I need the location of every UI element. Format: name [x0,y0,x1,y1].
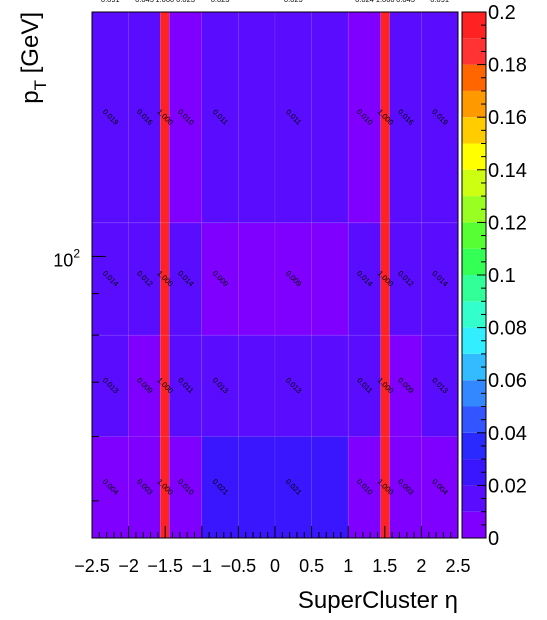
x-tick-label: −2 [118,556,139,576]
x-axis-title: SuperCluster η [298,587,458,614]
x-tick-label: 1 [343,556,353,576]
cell-value-label: 0.023 [211,0,230,4]
x-tick-label: 2 [416,556,426,576]
cell-value-label: 0.091 [430,0,449,4]
heatmap-cell [274,11,312,224]
heatmap-cell [168,334,203,437]
z-tick-label: 0.06 [488,370,527,392]
heatmap-cell [91,222,129,336]
heatmap-cell [201,334,239,437]
y-axis-title: pT [GeV] [17,12,50,104]
z-tick-label: 0.2 [488,2,516,24]
x-tick-label: −1 [192,556,213,576]
heatmap-cell [128,436,161,539]
heatmap-cell [168,222,203,336]
y-tick-label-exponent: 2 [73,246,80,260]
z-tick-label: 0.04 [488,423,527,445]
heatmap-cell [421,436,459,539]
heatmap-cell [274,436,312,539]
heatmap-cell [347,334,382,437]
cell-value-label: 1.000 [155,0,174,4]
heatmap-cell [201,222,239,336]
cell-value-label: 1.000 [376,0,395,4]
heatmap-cell [311,222,349,336]
z-tick-label: 0.18 [488,55,527,77]
x-tick-label: −0.5 [221,556,257,576]
cell-value-label: 0.024 [355,0,374,4]
heatmap-cell [421,334,459,437]
heatmap-cell [128,222,161,336]
heatmap-cell [389,436,422,539]
heatmap-cell [347,436,382,539]
cell-value-label: 0.045 [396,0,415,4]
color-scale-axis: 0 0.02 0.04 0.06 0.08 0.1 0.12 0.14 0.16 0.18 0.2 [477,2,527,550]
y-tick-label-base: 10 [53,250,73,270]
heatmap-cell [274,222,312,336]
heatmap-cell [238,436,276,539]
heatmap-cell [389,334,422,437]
heatmap-cell [238,222,276,336]
heatmap-cell [421,222,459,336]
heatmap-cell [389,222,422,336]
x-tick-label: −1.5 [147,556,183,576]
x-tick-label: 1.5 [372,556,397,576]
z-tick-label: 0.08 [488,318,527,340]
cell-value-label: 0.045 [135,0,154,4]
heatmap-cell [274,334,312,437]
x-tick-label: 2.5 [445,556,470,576]
x-tick-label: −2.5 [74,556,110,576]
cell-value-label: 0.091 [101,0,120,4]
heatmap-cells [91,11,459,539]
x-tick-label: 0 [270,556,280,576]
cell-value-label: 0.023 [176,0,195,4]
heatmap-cell [91,436,129,539]
heatmap-cell [421,11,459,224]
y-axis: 102 [53,11,106,502]
cell-value-label: 0.023 [284,0,303,4]
heatmap-cell [311,436,349,539]
z-tick-label: 0.16 [488,107,527,129]
x-axis: −2.5 −2 −1.5 −1 −0.5 0 0.5 1 1.5 2 2.5 [74,526,471,576]
heatmap-cell [311,334,349,437]
heatmap-cell [311,11,349,224]
y-axis-title-main: p [17,90,44,103]
y-axis-title-unit: [GeV] [17,12,44,80]
z-tick-label: 0.12 [488,212,527,234]
heatmap-cell [128,334,161,437]
y-axis-title-subscript: T [31,80,50,90]
z-tick-label: 0.02 [488,475,527,497]
z-tick-label: 0.1 [488,265,516,287]
z-tick-label: 0.14 [488,160,527,182]
z-tick-label: 0 [488,528,499,550]
x-tick-label: 0.5 [299,556,324,576]
heatmap-cell [389,11,422,224]
heatmap-cell [238,11,276,224]
heatmap-cell [168,11,203,224]
heatmap-cell [238,334,276,437]
y-tick-label: 102 [53,246,80,270]
